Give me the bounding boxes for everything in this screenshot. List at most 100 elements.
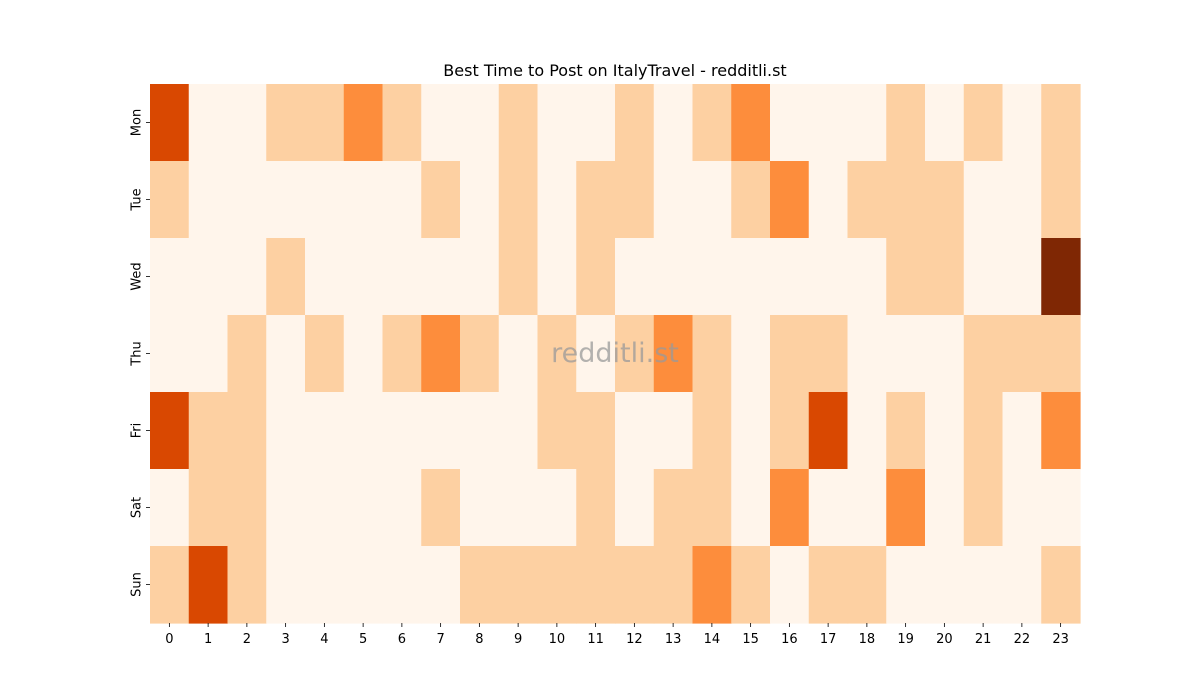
heatmap-cell-wed-12 <box>615 238 655 316</box>
heatmap-cell-mon-19 <box>886 84 926 162</box>
heatmap-cell-fri-14 <box>692 392 732 470</box>
heatmap-cell-sat-1 <box>188 469 229 547</box>
heatmap-cell-thu-23 <box>1041 315 1081 393</box>
heatmap-cell-fri-1 <box>188 392 229 470</box>
heatmap-cell-mon-15 <box>731 84 771 162</box>
heatmap-cell-fri-4 <box>305 392 345 470</box>
heatmap-cell-fri-2 <box>227 392 267 470</box>
heatmap-cell-thu-15 <box>731 315 771 393</box>
heatmap-cell-wed-17 <box>808 238 849 316</box>
heatmap-cell-sun-14 <box>692 546 732 624</box>
x-tick-label: 0 <box>165 632 173 647</box>
heatmap-cell-thu-11 <box>576 315 616 393</box>
heatmap-cell-sun-16 <box>770 546 810 624</box>
heatmap-cell-sun-4 <box>305 546 345 624</box>
x-tick-label: 6 <box>398 632 406 647</box>
heatmap-cell-thu-16 <box>770 315 810 393</box>
heatmap-cell-wed-18 <box>847 238 887 316</box>
heatmap-cell-tue-0 <box>150 161 190 239</box>
heatmap-cell-thu-5 <box>343 315 384 393</box>
heatmap-cell-sun-18 <box>847 546 887 624</box>
heatmap-cell-mon-22 <box>1002 84 1042 162</box>
x-tick-label: 9 <box>514 632 522 647</box>
heatmap-cell-mon-3 <box>266 84 306 162</box>
x-axis: 0 1 2 3 4 5 6 7 8 9 10 11 12 13 14 15 16 17 18 19 20 21 22 23 <box>165 623 1069 647</box>
x-tick-label: 17 <box>820 632 837 647</box>
heatmap-cell-mon-5 <box>343 84 384 162</box>
heatmap-cell-mon-23 <box>1041 84 1081 162</box>
heatmap-cell-wed-6 <box>382 238 422 316</box>
heatmap-cell-sun-5 <box>343 546 384 624</box>
y-tick-label: Sun <box>130 572 145 597</box>
y-tick-label: Mon <box>130 109 145 136</box>
heatmap-cell-wed-21 <box>963 238 1004 316</box>
heatmap-cell-sat-9 <box>498 469 539 547</box>
x-tick-label: 3 <box>281 632 289 647</box>
heatmap-cell-tue-10 <box>537 161 577 239</box>
heatmap-cell-sun-15 <box>731 546 771 624</box>
heatmap-cell-thu-3 <box>266 315 306 393</box>
heatmap-cell-sun-17 <box>808 546 849 624</box>
heatmap-cell-tue-6 <box>382 161 422 239</box>
heatmap-cell-tue-18 <box>847 161 887 239</box>
heatmap-cell-wed-8 <box>460 238 500 316</box>
heatmap-cell-sat-17 <box>808 469 849 547</box>
heatmap-cell-fri-19 <box>886 392 926 470</box>
heatmap-cell-tue-16 <box>770 161 810 239</box>
heatmap-cell-fri-22 <box>1002 392 1042 470</box>
heatmap-cell-tue-2 <box>227 161 267 239</box>
heatmap-cell-fri-0 <box>150 392 190 470</box>
heatmap-cell-sun-22 <box>1002 546 1042 624</box>
y-tick-label: Fri <box>130 423 145 439</box>
heatmap-cell-sat-19 <box>886 469 926 547</box>
heatmap-cell-wed-19 <box>886 238 926 316</box>
y-tick-label: Sat <box>130 497 145 518</box>
x-tick-label: 23 <box>1052 632 1069 647</box>
x-tick-label: 7 <box>436 632 444 647</box>
heatmap-cell-sat-21 <box>963 469 1004 547</box>
x-tick-label: 5 <box>359 632 367 647</box>
heatmap-cell-tue-8 <box>460 161 500 239</box>
heatmap-cell-mon-2 <box>227 84 267 162</box>
heatmap-cell-wed-1 <box>188 238 229 316</box>
heatmap-cell-mon-17 <box>808 84 849 162</box>
heatmap-cell-mon-16 <box>770 84 810 162</box>
heatmap-cell-sun-1 <box>188 546 229 624</box>
heatmap-cell-thu-18 <box>847 315 887 393</box>
heatmap-cell-thu-19 <box>886 315 926 393</box>
x-tick-label: 19 <box>897 632 914 647</box>
heatmap-cell-sat-7 <box>421 469 461 547</box>
heatmap-cell-sun-9 <box>498 546 539 624</box>
heatmap-cell-thu-4 <box>305 315 345 393</box>
heatmap-cell-sun-2 <box>227 546 267 624</box>
heatmap-cell-sat-5 <box>343 469 384 547</box>
heatmap-cell-mon-12 <box>615 84 655 162</box>
heatmap-cell-tue-7 <box>421 161 461 239</box>
heatmap-cell-fri-3 <box>266 392 306 470</box>
x-tick-label: 21 <box>975 632 992 647</box>
heatmap-cell-wed-0 <box>150 238 190 316</box>
heatmap-cell-mon-21 <box>963 84 1004 162</box>
heatmap-cell-wed-14 <box>692 238 732 316</box>
heatmap-cell-fri-8 <box>460 392 500 470</box>
heatmap-cell-fri-11 <box>576 392 616 470</box>
heatmap-cell-thu-14 <box>692 315 732 393</box>
heatmap-cell-thu-21 <box>963 315 1004 393</box>
heatmap-cell-mon-13 <box>653 84 694 162</box>
heatmap-cell-sat-8 <box>460 469 500 547</box>
heatmap-cell-sat-10 <box>537 469 577 547</box>
heatmap-cell-thu-13 <box>653 315 694 393</box>
heatmap-cell-tue-3 <box>266 161 306 239</box>
heatmap-cell-wed-5 <box>343 238 384 316</box>
heatmap-cell-fri-6 <box>382 392 422 470</box>
heatmap-cell-thu-22 <box>1002 315 1042 393</box>
y-tick-label: Tue <box>130 188 145 211</box>
heatmap-cell-fri-7 <box>421 392 461 470</box>
heatmap-cell-thu-12 <box>615 315 655 393</box>
heatmap-cell-sun-7 <box>421 546 461 624</box>
heatmap-cell-sun-21 <box>963 546 1004 624</box>
heatmap-cell-tue-21 <box>963 161 1004 239</box>
x-tick-label: 13 <box>665 632 682 647</box>
heatmap-cell-wed-2 <box>227 238 267 316</box>
heatmap-cell-mon-9 <box>498 84 539 162</box>
